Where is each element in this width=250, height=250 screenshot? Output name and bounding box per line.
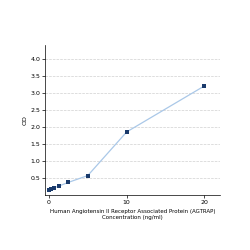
Point (52, 186, 56, 190)
Point (125, 130, 129, 134)
Point (49, 187, 53, 191)
Point (56, 184, 60, 188)
Point (66, 180, 70, 184)
Point (86, 174, 90, 178)
Y-axis label: OD: OD (22, 115, 28, 125)
X-axis label: Human Angiotensin II Receptor Associated Protein (AGTRAP)
Concentration (ng/ml): Human Angiotensin II Receptor Associated… (50, 209, 215, 220)
Point (47, 188, 51, 192)
Point (202, 84, 206, 88)
